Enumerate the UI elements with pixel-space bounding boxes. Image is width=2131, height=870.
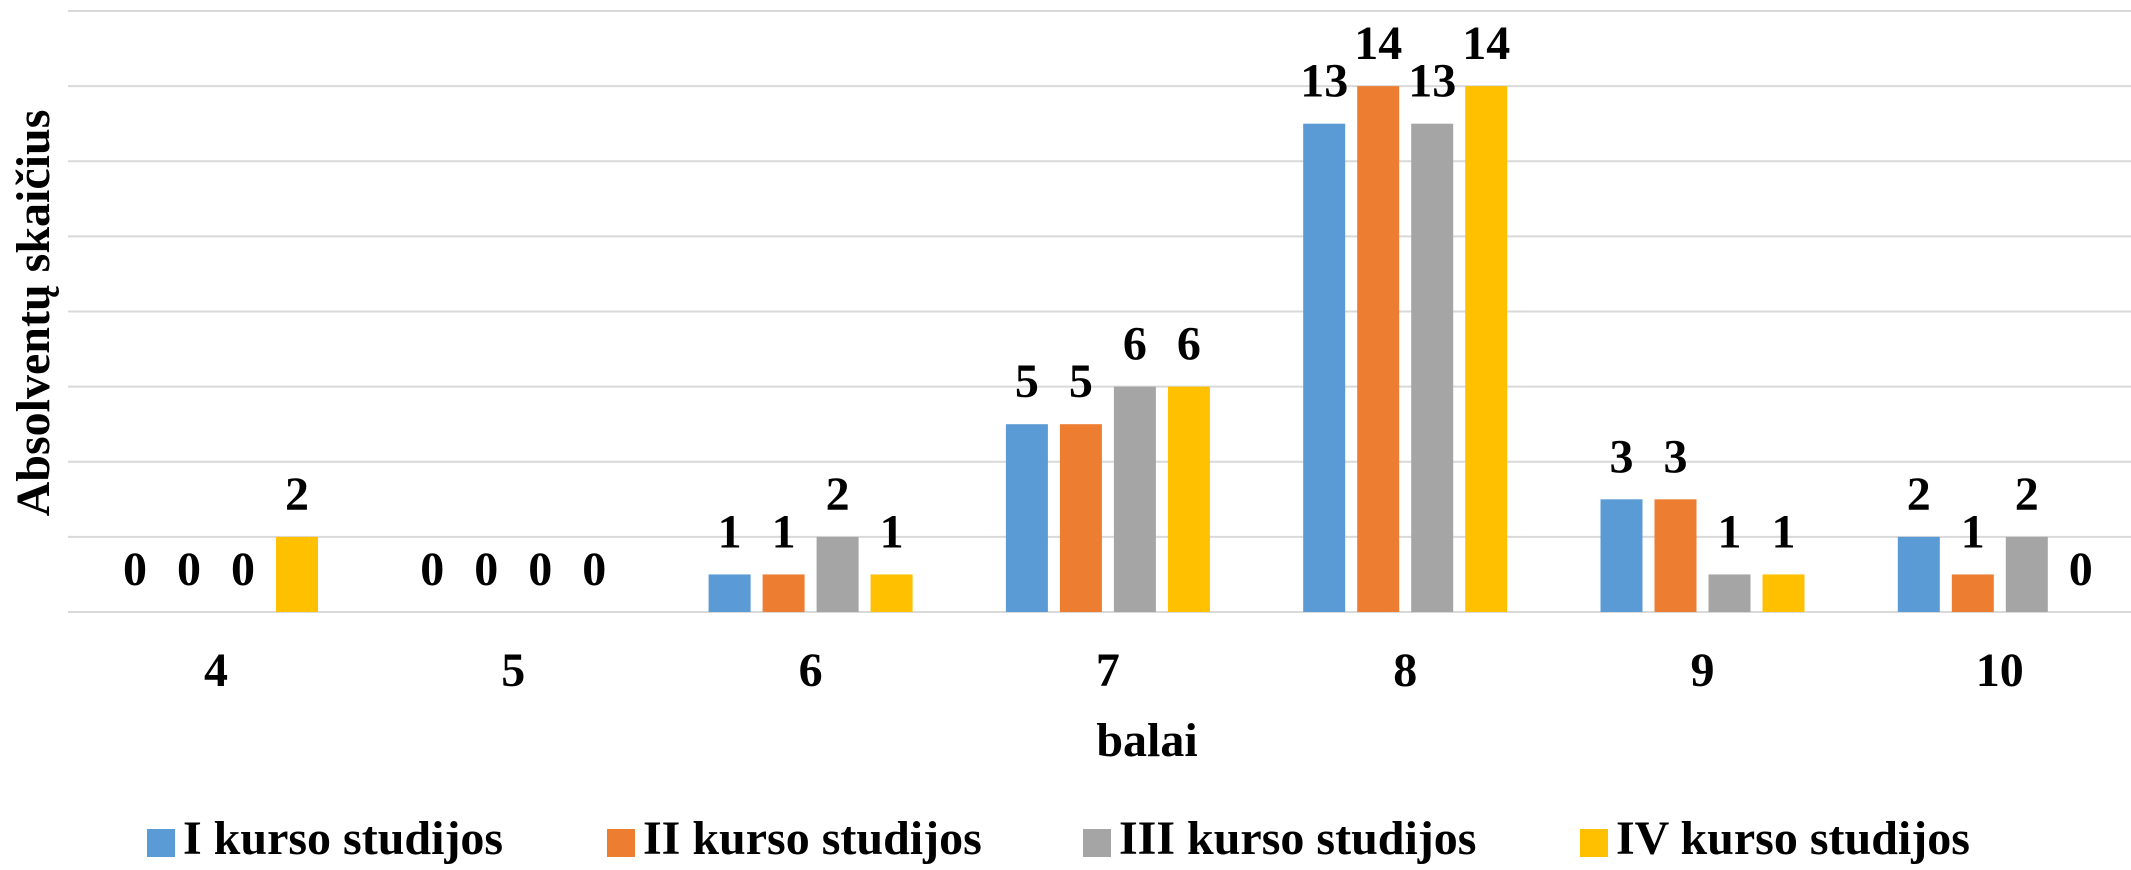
bar bbox=[1357, 86, 1400, 612]
bar bbox=[1059, 424, 1102, 612]
value-label: 1 bbox=[880, 505, 904, 558]
legend-label: II kurso studijos bbox=[643, 812, 982, 865]
bar bbox=[1897, 536, 1940, 612]
bar bbox=[1708, 574, 1751, 612]
value-label: 0 bbox=[231, 543, 255, 596]
x-tick-label: 8 bbox=[1393, 644, 1417, 697]
value-label: 2 bbox=[285, 468, 309, 521]
bar bbox=[276, 536, 318, 612]
legend-label: III kurso studijos bbox=[1119, 812, 1476, 865]
x-tick-label: 6 bbox=[799, 644, 823, 697]
value-label: 2 bbox=[826, 468, 850, 521]
y-axis-title: Absolventų skaičius bbox=[7, 110, 60, 517]
value-label: 6 bbox=[1123, 318, 1147, 371]
bar bbox=[1951, 574, 1994, 612]
bar bbox=[2005, 536, 2048, 612]
value-label: 1 bbox=[772, 505, 796, 558]
value-label: 14 bbox=[1462, 17, 1510, 70]
legend-swatch bbox=[1083, 829, 1111, 857]
value-label: 0 bbox=[420, 543, 444, 596]
bar bbox=[1654, 499, 1697, 612]
bar bbox=[1465, 86, 1508, 612]
x-tick-label: 5 bbox=[501, 644, 525, 697]
value-label: 1 bbox=[1961, 505, 1985, 558]
bar bbox=[1167, 386, 1210, 612]
value-label: 1 bbox=[718, 505, 742, 558]
value-label: 3 bbox=[1664, 430, 1688, 483]
bar bbox=[762, 574, 805, 612]
legend-swatch bbox=[1580, 829, 1608, 857]
bar bbox=[870, 574, 913, 612]
x-tick-label: 7 bbox=[1096, 644, 1120, 697]
bar bbox=[1600, 499, 1643, 612]
x-tick-label: 9 bbox=[1691, 644, 1715, 697]
value-label: 0 bbox=[474, 543, 498, 596]
value-label: 0 bbox=[123, 543, 147, 596]
legend-swatch bbox=[607, 829, 635, 857]
x-axis-title: balai bbox=[1096, 714, 1197, 767]
value-label: 13 bbox=[1300, 55, 1348, 108]
value-label: 0 bbox=[177, 543, 201, 596]
value-label: 0 bbox=[2069, 543, 2093, 596]
value-label: 0 bbox=[528, 543, 552, 596]
bar bbox=[1762, 574, 1805, 612]
value-label: 1 bbox=[1772, 505, 1796, 558]
legend-swatch bbox=[147, 829, 175, 857]
value-label: 2 bbox=[2015, 468, 2039, 521]
legend-label: I kurso studijos bbox=[183, 812, 503, 865]
bar bbox=[1113, 386, 1156, 612]
value-label: 3 bbox=[1610, 430, 1634, 483]
bar bbox=[1005, 424, 1048, 612]
x-tick-label: 10 bbox=[1976, 644, 2024, 697]
legend-label: IV kurso studijos bbox=[1616, 812, 1970, 865]
value-label: 6 bbox=[1177, 318, 1201, 371]
value-label: 14 bbox=[1354, 17, 1402, 70]
value-label: 1 bbox=[1718, 505, 1742, 558]
x-tick-label: 4 bbox=[204, 644, 228, 697]
value-label: 13 bbox=[1408, 55, 1456, 108]
value-label: 5 bbox=[1015, 355, 1039, 408]
bar bbox=[816, 536, 859, 612]
bar bbox=[708, 574, 751, 612]
bar bbox=[1411, 123, 1454, 612]
value-label: 0 bbox=[582, 543, 606, 596]
bar bbox=[1303, 123, 1346, 612]
value-label: 5 bbox=[1069, 355, 1093, 408]
value-label: 2 bbox=[1907, 468, 1931, 521]
